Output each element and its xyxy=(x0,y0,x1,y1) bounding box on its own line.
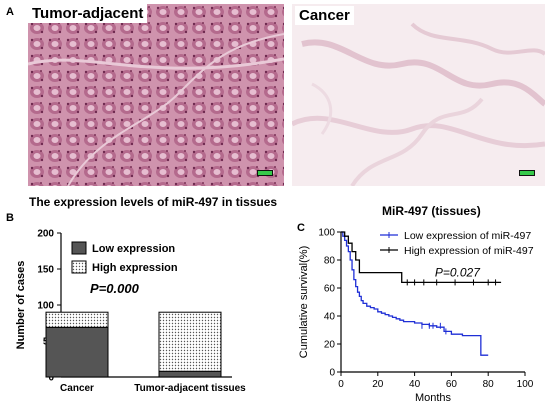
bar-segment-high xyxy=(158,311,222,372)
tumor-adjacent-scale-bar xyxy=(257,170,273,176)
legend-swatch xyxy=(71,241,87,255)
legend-label: High expression xyxy=(92,262,178,274)
p-value-annotation: P=0.000 xyxy=(90,281,140,296)
y-tick-label: 20 xyxy=(324,340,336,351)
cancer-texture xyxy=(292,4,545,186)
legend-label: Low expression of miR-497 xyxy=(404,230,531,242)
y-axis-title: Cumulative survival(%) xyxy=(298,246,310,358)
y-tick-label: 100 xyxy=(37,301,54,312)
bar-chart: 050100150200Number of casesCancerTumor-a… xyxy=(15,229,246,395)
high-expression-curve xyxy=(341,231,502,284)
legend-swatch xyxy=(71,260,87,274)
panel-a-letter: A xyxy=(6,6,14,18)
bar-segment-low xyxy=(158,370,222,378)
x-tick-label: 80 xyxy=(483,379,495,390)
survival-chart-title: MiR-497 (tissues) xyxy=(382,204,481,218)
x-tick-label: Cancer xyxy=(60,383,94,394)
x-tick-label: 0 xyxy=(338,379,344,390)
panel-b-letter: B xyxy=(6,212,14,224)
legend-label: Low expression xyxy=(92,243,175,255)
y-tick-label: 0 xyxy=(329,368,335,379)
x-axis-title: Months xyxy=(415,392,452,404)
cancer-micrograph: Cancer xyxy=(292,4,545,186)
y-tick-label: 40 xyxy=(324,312,336,323)
panel-c-letter: C xyxy=(297,222,305,234)
x-tick-label: Tumor-adjacent tissues xyxy=(134,383,246,394)
tumor-adjacent-texture xyxy=(28,4,284,186)
bar-segment-high xyxy=(45,311,109,328)
x-tick-label: 60 xyxy=(446,379,458,390)
y-tick-label: 200 xyxy=(37,229,54,240)
y-tick-label: 0 xyxy=(48,373,54,384)
y-tick-label: 60 xyxy=(324,284,336,295)
x-tick-label: 40 xyxy=(409,379,421,390)
cancer-scale-bar xyxy=(519,170,535,176)
x-tick-label: 20 xyxy=(372,379,384,390)
tumor-adjacent-label: Tumor-adjacent xyxy=(28,4,148,23)
cancer-label: Cancer xyxy=(295,6,354,25)
legend-label: High expression of miR-497 xyxy=(404,245,534,257)
y-tick-label: 150 xyxy=(37,265,54,276)
y-tick-label: 100 xyxy=(318,228,335,239)
x-tick-label: 100 xyxy=(517,379,534,390)
bar-chart-title: The expression levels of miR-497 in tiss… xyxy=(29,195,278,209)
low-expression-curve xyxy=(341,231,489,356)
tumor-adjacent-micrograph: Tumor-adjacent xyxy=(28,4,284,186)
p-value-annotation: P=0.027 xyxy=(435,266,481,280)
y-tick-label: 80 xyxy=(324,256,336,267)
y-axis-title: Number of cases xyxy=(15,261,27,350)
bar-segment-low xyxy=(45,326,109,378)
survival-chart: 0 20 40 60 80 100 0 20 40 60 80 100 Months Cumulative… xyxy=(298,228,534,404)
